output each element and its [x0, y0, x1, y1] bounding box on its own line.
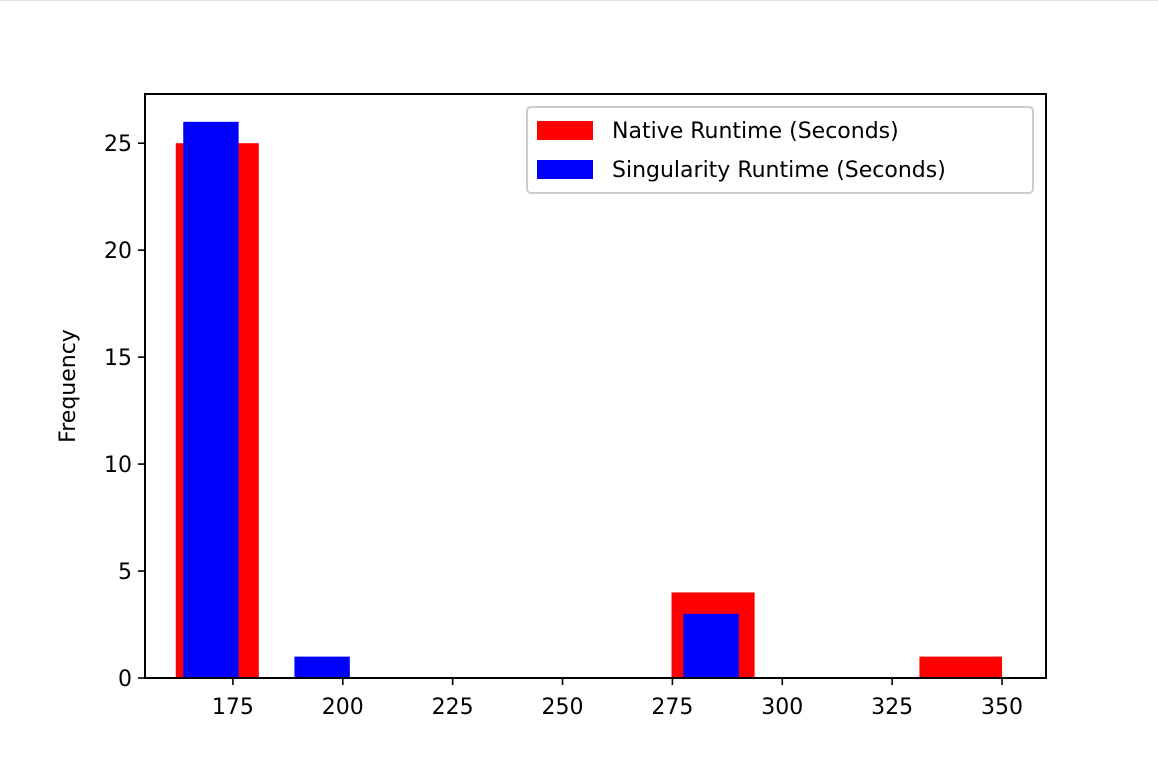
- x-tick-label: 275: [651, 695, 693, 720]
- y-axis-ticks: 0 5 10 15 20 25: [104, 132, 145, 692]
- x-tick-label: 175: [212, 695, 254, 720]
- legend-box: [526, 106, 1034, 194]
- y-tick-label: 25: [104, 132, 132, 157]
- bars-layer: [175, 121, 1003, 679]
- x-tick-label: 250: [542, 695, 584, 720]
- native-bar-2: [919, 656, 1003, 678]
- x-tick-label: 200: [322, 695, 364, 720]
- x-tick-label: 350: [981, 695, 1023, 720]
- x-tick-label: 225: [432, 695, 474, 720]
- legend-swatch-singularity: [537, 160, 593, 179]
- x-tick-label: 325: [871, 695, 913, 720]
- y-tick-label: 0: [118, 667, 132, 692]
- y-tick-label: 5: [118, 560, 132, 585]
- legend-swatch-native: [537, 121, 593, 140]
- x-axis-ticks: 175 200 225 250 275 300 325 350: [212, 678, 1023, 720]
- y-tick-label: 20: [104, 239, 132, 264]
- y-tick-label: 15: [104, 346, 132, 371]
- singularity-bar-1: [294, 656, 350, 678]
- legend-label-native: Native Runtime (Seconds): [612, 119, 899, 144]
- singularity-bar-2: [683, 613, 739, 678]
- y-tick-label: 10: [104, 453, 132, 478]
- axes-frame: [144, 93, 1047, 679]
- legend-label-singularity: Singularity Runtime (Seconds): [612, 158, 946, 183]
- x-tick-label: 300: [761, 695, 803, 720]
- y-axis-label: Frequency: [56, 329, 81, 443]
- singularity-bar-0: [183, 121, 239, 679]
- top-divider: [0, 0, 1158, 1]
- legend: Native Runtime (Seconds) Singularity Run…: [526, 106, 1034, 194]
